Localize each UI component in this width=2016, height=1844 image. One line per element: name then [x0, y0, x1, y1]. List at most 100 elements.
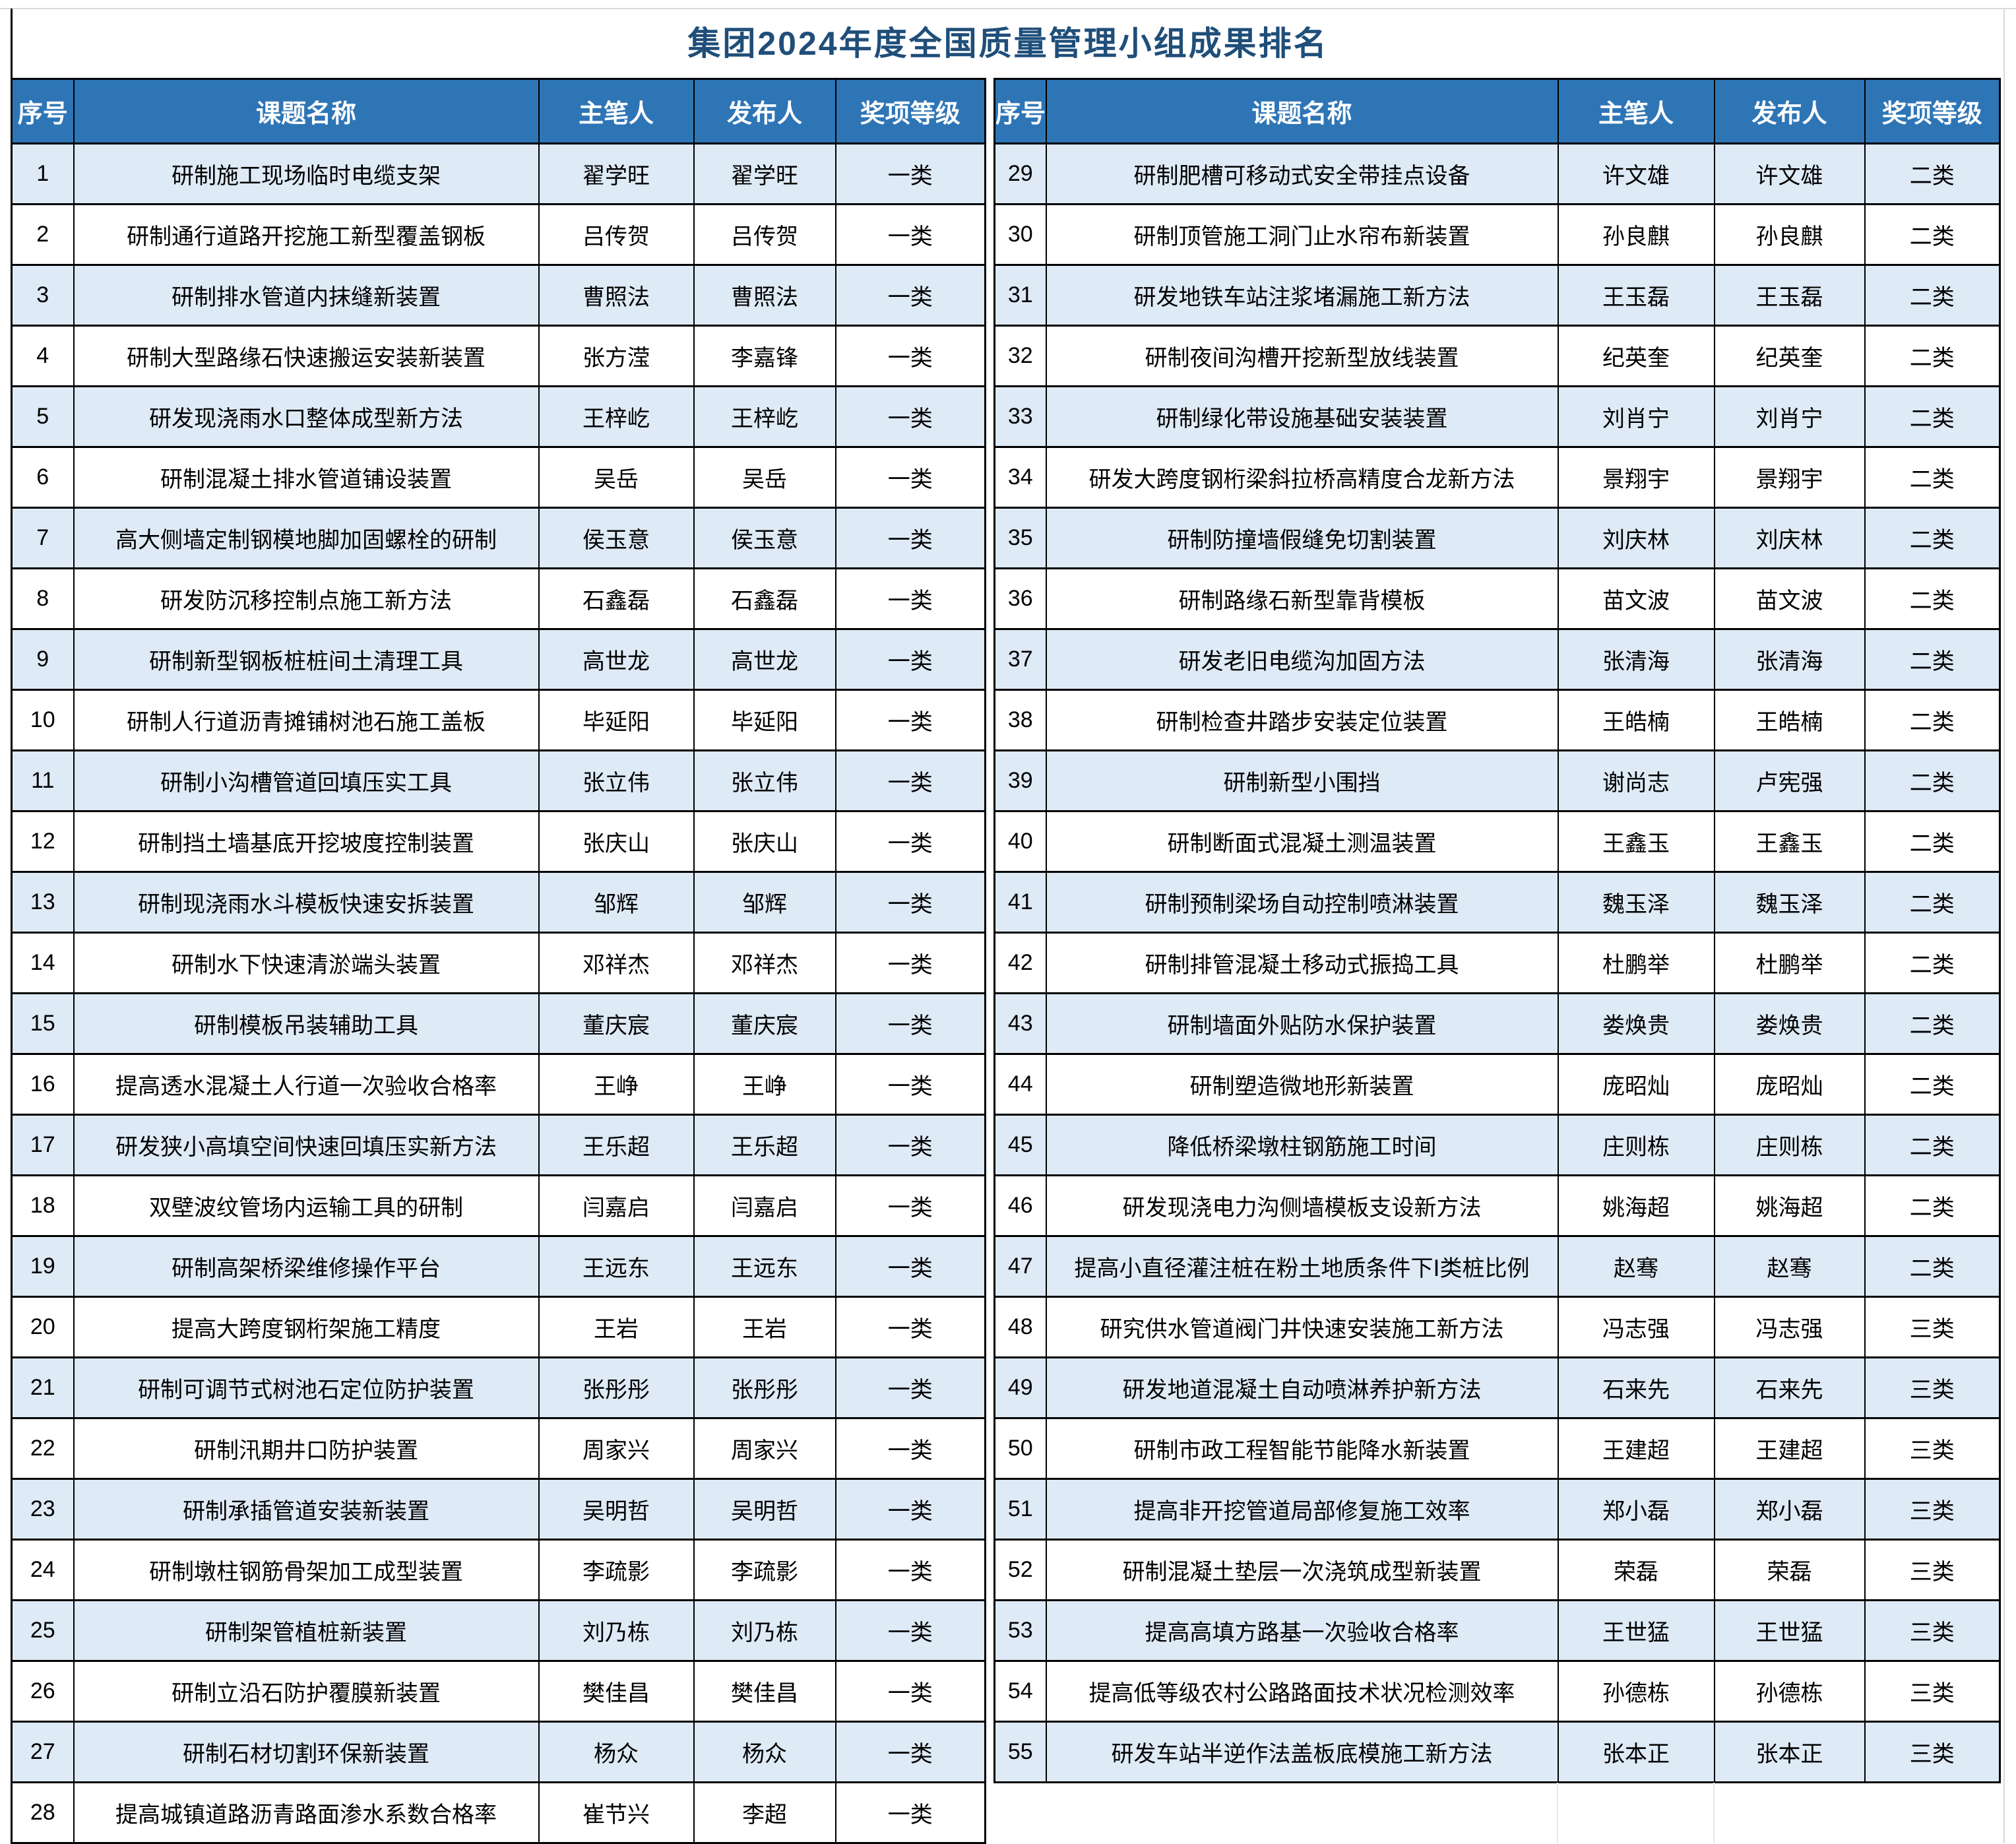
row-number-cell: 50: [993, 1417, 1047, 1480]
author-cell: 景翔宇: [1557, 446, 1715, 509]
topic-cell: 研制人行道沥青摊铺树池石施工盖板: [73, 689, 540, 751]
topic-cell: 研发现浇电力沟侧墙模板支设新方法: [1045, 1174, 1559, 1237]
topic-cell: 研制路缘石新型靠背模板: [1045, 567, 1559, 630]
publisher-cell: 樊佳昌: [693, 1660, 836, 1723]
author-cell: 董庆宸: [538, 992, 695, 1055]
award-cell: 一类: [835, 1174, 986, 1237]
publisher-cell: 王建超: [1713, 1417, 1866, 1480]
author-cell: 王岩: [538, 1296, 695, 1358]
publisher-cell: 吴明哲: [693, 1478, 836, 1541]
table-row: 5 研发现浇雨水口整体成型新方法 王梓屹 王梓屹 一类: [11, 385, 986, 448]
table-row: 13 研制现浇雨水斗模板快速安拆装置 邹辉 邹辉 一类: [11, 871, 986, 934]
award-cell: 二类: [1864, 932, 2001, 994]
award-cell: 二类: [1864, 1174, 2001, 1237]
publisher-cell: 吕传贺: [693, 203, 836, 266]
publisher-cell: 曹照法: [693, 264, 836, 327]
publisher-cell: 毕延阳: [693, 689, 836, 751]
author-cell: 魏玉泽: [1557, 871, 1715, 934]
publisher-cell: 景翔宇: [1713, 446, 1866, 509]
topic-cell: 提高小直径灌注桩在粉土地质条件下Ⅰ类桩比例: [1045, 1235, 1559, 1298]
award-cell: 二类: [1864, 203, 2001, 266]
award-cell: 一类: [835, 871, 986, 934]
publisher-cell: 闫嘉启: [693, 1174, 836, 1237]
award-cell: 一类: [835, 1660, 986, 1723]
topic-cell: 研制石材切割环保新装置: [73, 1721, 540, 1783]
table-row: 15 研制模板吊装辅助工具 董庆宸 董庆宸 一类: [11, 992, 986, 1055]
publisher-cell: 侯玉意: [693, 507, 836, 569]
publisher-cell: 王鑫玉: [1713, 810, 1866, 873]
topic-cell: 研发地道混凝土自动喷淋养护新方法: [1045, 1356, 1559, 1419]
table-row: 3 研制排水管道内抹缝新装置 曹照法 曹照法 一类: [11, 264, 986, 327]
topic-cell: 研制新型小围挡: [1045, 749, 1559, 812]
publisher-cell: 王梓屹: [693, 385, 836, 448]
row-number-cell: 9: [11, 628, 75, 691]
topic-cell: 提高城镇道路沥青路面渗水系数合格率: [73, 1781, 540, 1844]
award-cell: 一类: [835, 385, 986, 448]
row-number-cell: 38: [993, 689, 1047, 751]
award-cell: 一类: [835, 446, 986, 509]
publisher-cell: 石来先: [1713, 1356, 1866, 1419]
award-cell: 一类: [835, 567, 986, 630]
publisher-cell: 张彤彤: [693, 1356, 836, 1419]
row-number-cell: 54: [993, 1660, 1047, 1723]
left-results-table: 序号 课题名称 主笔人 发布人 奖项等级 1 研制施工现场临时电缆支架 翟学旺 …: [11, 78, 986, 1844]
author-cell: 王峥: [538, 1053, 695, 1116]
award-cell: 二类: [1864, 1235, 2001, 1298]
author-cell: 吴明哲: [538, 1478, 695, 1541]
publisher-cell: 吴岳: [693, 446, 836, 509]
row-number-cell: 5: [11, 385, 75, 448]
publisher-cell: 孙德栋: [1713, 1660, 1866, 1723]
row-number-cell: 27: [11, 1721, 75, 1783]
publisher-cell: 高世龙: [693, 628, 836, 691]
topic-cell: 研制排水管道内抹缝新装置: [73, 264, 540, 327]
topic-cell: 研制混凝土排水管道铺设装置: [73, 446, 540, 509]
table-row: 1 研制施工现场临时电缆支架 翟学旺 翟学旺 一类: [11, 143, 986, 205]
author-cell: 纪英奎: [1557, 325, 1715, 387]
award-cell: 二类: [1864, 143, 2001, 205]
publisher-cell: 王乐超: [693, 1114, 836, 1176]
publisher-cell: 邹辉: [693, 871, 836, 934]
row-number-cell: 17: [11, 1114, 75, 1176]
topic-cell: 研制断面式混凝土测温装置: [1045, 810, 1559, 873]
award-cell: 三类: [1864, 1356, 2001, 1419]
sheet-right-gridline: [2003, 8, 2005, 1843]
row-number-cell: 16: [11, 1053, 75, 1116]
award-cell: 一类: [835, 1235, 986, 1298]
topic-cell: 研制架管植桩新装置: [73, 1599, 540, 1662]
award-cell: 一类: [835, 325, 986, 387]
table-row: 8 研发防沉移控制点施工新方法 石鑫磊 石鑫磊 一类: [11, 567, 986, 630]
author-cell: 冯志强: [1557, 1296, 1715, 1358]
publisher-cell: 石鑫磊: [693, 567, 836, 630]
topic-cell: 研制墙面外贴防水保护装置: [1045, 992, 1559, 1055]
publisher-cell: 王皓楠: [1713, 689, 1866, 751]
table-row: 23 研制承插管道安装新装置 吴明哲 吴明哲 一类: [11, 1478, 986, 1541]
row-number-cell: 34: [993, 446, 1047, 509]
author-cell: 石来先: [1557, 1356, 1715, 1419]
publisher-cell: 张清海: [1713, 628, 1866, 691]
publisher-cell: 赵骞: [1713, 1235, 1866, 1298]
row-number-cell: 39: [993, 749, 1047, 812]
publisher-cell: 邓祥杰: [693, 932, 836, 994]
table-row: 10 研制人行道沥青摊铺树池石施工盖板 毕延阳 毕延阳 一类: [11, 689, 986, 751]
table-row: 51 提高非开挖管道局部修复施工效率 郑小磊 郑小磊 三类: [993, 1478, 2001, 1541]
author-cell: 许文雄: [1557, 143, 1715, 205]
topic-cell: 研制可调节式树池石定位防护装置: [73, 1356, 540, 1419]
award-cell: 二类: [1864, 749, 2001, 812]
table-row: 44 研制塑造微地形新装置 庞昭灿 庞昭灿 二类: [993, 1053, 2001, 1116]
table-row: 9 研制新型钢板桩桩间土清理工具 高世龙 高世龙 一类: [11, 628, 986, 691]
topic-cell: 研发狭小高填空间快速回填压实新方法: [73, 1114, 540, 1176]
table-row: 46 研发现浇电力沟侧墙模板支设新方法 姚海超 姚海超 二类: [993, 1174, 2001, 1237]
column-header-no: 序号: [993, 78, 1047, 144]
row-number-cell: 24: [11, 1539, 75, 1601]
award-cell: 二类: [1864, 628, 2001, 691]
results-table-header-row: 序号 课题名称 主笔人 发布人 奖项等级: [993, 78, 2001, 144]
table-row: 26 研制立沿石防护覆膜新装置 樊佳昌 樊佳昌 一类: [11, 1660, 986, 1723]
publisher-cell: 姚海超: [1713, 1174, 1866, 1237]
row-number-cell: 47: [993, 1235, 1047, 1298]
table-row: 31 研发地铁车站注浆堵漏施工新方法 王玉磊 王玉磊 二类: [993, 264, 2001, 327]
topic-cell: 研制模板吊装辅助工具: [73, 992, 540, 1055]
table-row: 45 降低桥梁墩柱钢筋施工时间 庄则栋 庄则栋 二类: [993, 1114, 2001, 1176]
row-number-cell: 29: [993, 143, 1047, 205]
row-number-cell: 2: [11, 203, 75, 266]
table-row: 32 研制夜间沟槽开挖新型放线装置 纪英奎 纪英奎 二类: [993, 325, 2001, 387]
